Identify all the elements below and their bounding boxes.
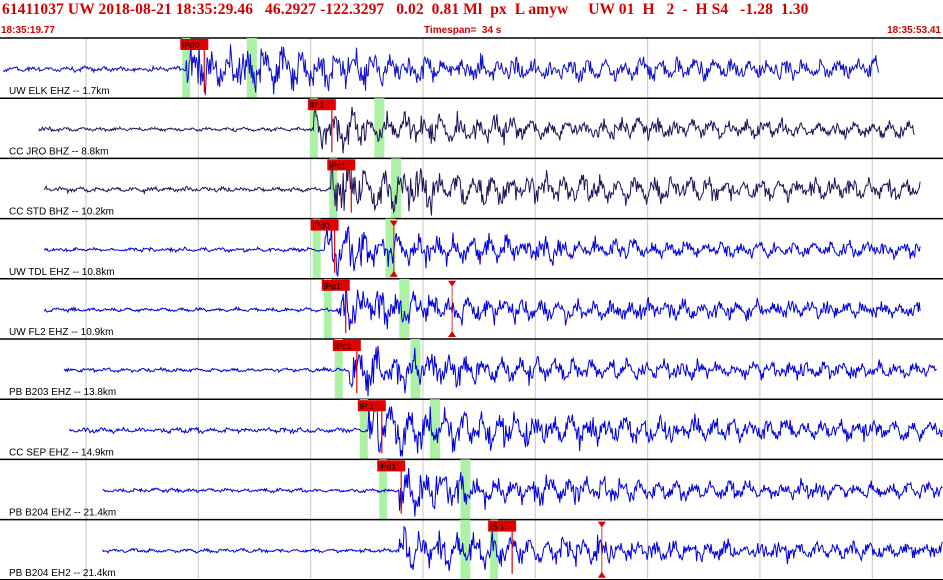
arrival-marker-bottom <box>597 571 606 578</box>
pick-label: iS 1 <box>490 522 505 532</box>
waveform-trace <box>2 40 879 96</box>
arrival-marker-bottom <box>389 270 398 277</box>
arrival-marker-top <box>448 280 457 287</box>
waveform-trace <box>68 402 943 457</box>
pick-tag <box>332 340 361 351</box>
pick-label: iPd0 <box>182 40 199 50</box>
s-window <box>460 459 471 520</box>
waveform-trace <box>102 525 943 571</box>
station-label: CC STD BHZ -- 10.2km <box>9 207 114 218</box>
station-label: PB B203 EHZ -- 13.8km <box>9 387 116 398</box>
s-window <box>391 158 402 219</box>
pick-tag <box>488 520 517 532</box>
waveform-trace <box>43 225 921 278</box>
event-summary-title: 61411037 UW 2018-08-21 18:35:29.46 46.29… <box>2 1 809 18</box>
pick-label: iP 1 <box>310 100 325 110</box>
pick-tag <box>180 39 209 50</box>
arrival-marker-top <box>597 521 606 528</box>
station-label: PB B204 EHZ -- 21.4km <box>9 508 116 519</box>
end-time-label: 18:35:53.41 <box>887 25 941 36</box>
station-label: PB B204 EH2 -- 21.4km <box>9 568 116 579</box>
p-window <box>312 218 321 279</box>
pick-label: iPc1 <box>335 341 352 351</box>
s-window <box>399 278 410 339</box>
start-time-label: 18:35:19.77 <box>1 25 55 36</box>
pick-tag <box>307 99 336 111</box>
p-window <box>359 399 368 460</box>
waveform-trace <box>43 282 921 331</box>
pick-label: iPd1 <box>324 281 341 291</box>
pick-tag <box>357 400 386 412</box>
station-label: CC SEP EHZ -- 14.9km <box>9 447 114 458</box>
pick-tag <box>310 219 339 231</box>
p-window <box>490 519 499 580</box>
arrival-marker-top <box>389 220 398 227</box>
waveform-trace <box>63 345 937 397</box>
s-window <box>429 399 440 460</box>
timespan-label: Timespan= 34 s <box>424 25 502 36</box>
pick-label: iPd0 <box>313 221 330 231</box>
pick-label: iPc1 <box>329 160 346 170</box>
pick-tag <box>377 460 406 472</box>
arrival-marker-bottom <box>448 331 457 337</box>
waveform-trace <box>38 106 915 154</box>
pick-tag <box>321 279 350 291</box>
s-window <box>460 519 471 580</box>
station-label: UW ELK EHZ -- 1.7km <box>9 86 110 97</box>
pick-label: iPd1 <box>379 461 396 471</box>
pick-label: iP 1 <box>360 401 375 411</box>
waveform-trace <box>43 162 921 216</box>
station-label: UW TDL EHZ -- 10.8km <box>9 267 115 278</box>
event-header: 61411037 UW 2018-08-21 18:35:29.46 46.29… <box>0 0 943 24</box>
s-window <box>374 98 385 159</box>
p-window <box>379 459 388 520</box>
station-label: UW FL2 EHZ -- 10.9km <box>9 327 113 338</box>
waveform-trace <box>102 467 943 517</box>
station-label: CC JRO BHZ -- 8.8km <box>9 146 108 157</box>
pick-tag <box>327 159 356 171</box>
